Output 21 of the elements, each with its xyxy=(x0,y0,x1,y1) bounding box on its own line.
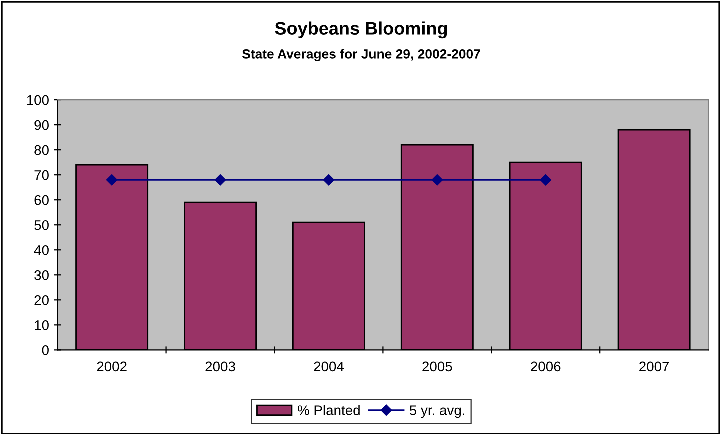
x-tick-label: 2006 xyxy=(531,362,561,372)
x-tick-label: 2005 xyxy=(422,362,452,372)
y-tick-label: 70 xyxy=(34,170,49,180)
y-tick-label: 50 xyxy=(34,220,49,230)
x-tick-label: 2004 xyxy=(314,362,344,372)
legend-label: % Planted xyxy=(298,405,360,416)
y-tick-label: 30 xyxy=(34,270,49,280)
legend-label: 5 yr. avg. xyxy=(410,406,465,418)
y-tick-label: 40 xyxy=(34,245,49,256)
y-tick-label: 80 xyxy=(34,145,49,156)
x-tick-label: 2007 xyxy=(640,362,670,372)
y-tick-label: 100 xyxy=(27,95,49,106)
chart-title: Soybeans Blooming xyxy=(275,22,448,39)
chart-subtitle: State Averages for June 29, 2002-2007 xyxy=(242,49,480,62)
x-tick-label: 2003 xyxy=(206,362,236,372)
x-tick-label: 2002 xyxy=(97,362,127,372)
y-tick-label: 60 xyxy=(34,195,49,206)
y-tick-label: 10 xyxy=(35,320,49,330)
y-tick-label: 20 xyxy=(34,295,49,306)
y-tick-label: 0 xyxy=(42,346,49,356)
y-tick-label: 90 xyxy=(34,120,49,130)
